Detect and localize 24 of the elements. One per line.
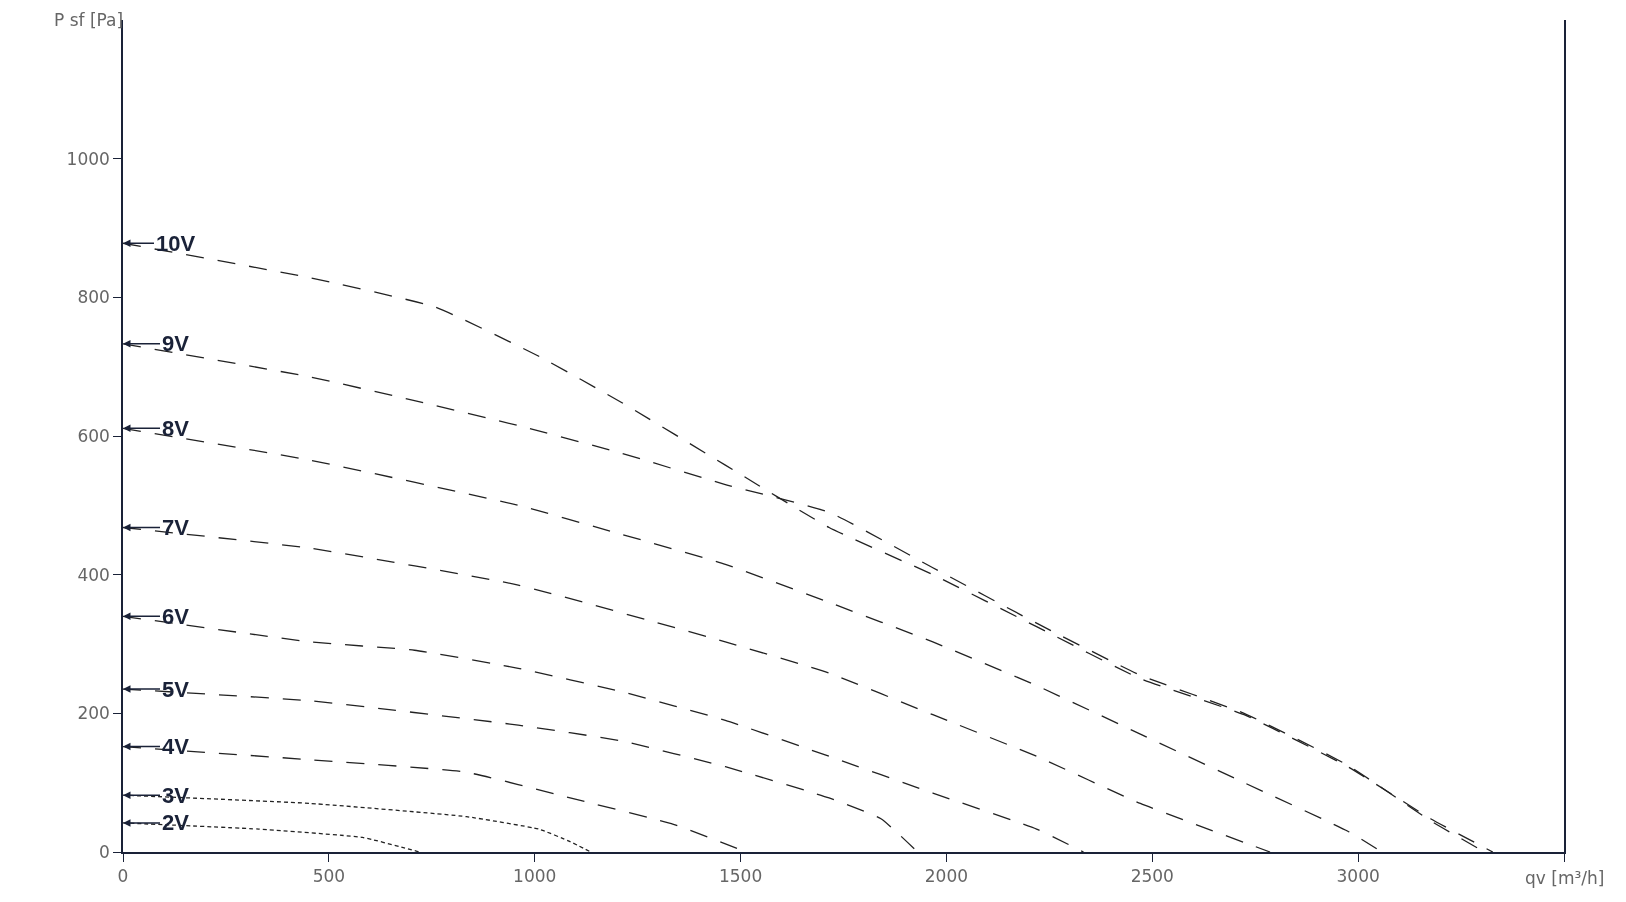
y-tick-label: 200 — [77, 703, 110, 724]
legend-label: 9V — [162, 331, 190, 356]
y-tick-label: 800 — [77, 287, 110, 308]
legend-label: 6V — [162, 604, 190, 629]
legend-label: 5V — [162, 677, 190, 702]
legend-label: 2V — [162, 810, 190, 835]
y-tick-label: 0 — [99, 841, 110, 862]
legend-label: 4V — [162, 734, 190, 759]
x-tick-label: 3000 — [1336, 866, 1380, 887]
y-tick-label: 1000 — [66, 148, 110, 169]
legend-label: 8V — [162, 416, 190, 441]
x-tick-label: 1500 — [718, 866, 763, 887]
x-tick-label: 2000 — [924, 866, 969, 887]
legend-label: 3V — [162, 783, 190, 808]
x-tick-label: 2500 — [1130, 866, 1174, 887]
x-tick-label: 0 — [117, 866, 129, 887]
x-tick-label: 1000 — [513, 866, 557, 887]
y-tick-label: 600 — [77, 425, 110, 446]
x-tick-label: 500 — [312, 866, 346, 887]
y-tick-label: 400 — [77, 564, 110, 585]
y-axis-title: P sf [Pa] — [54, 10, 124, 30]
legend-label: 7V — [162, 515, 190, 540]
legend-label: 10V — [156, 231, 196, 256]
x-axis-title: qv [m³/h] — [1525, 868, 1605, 888]
